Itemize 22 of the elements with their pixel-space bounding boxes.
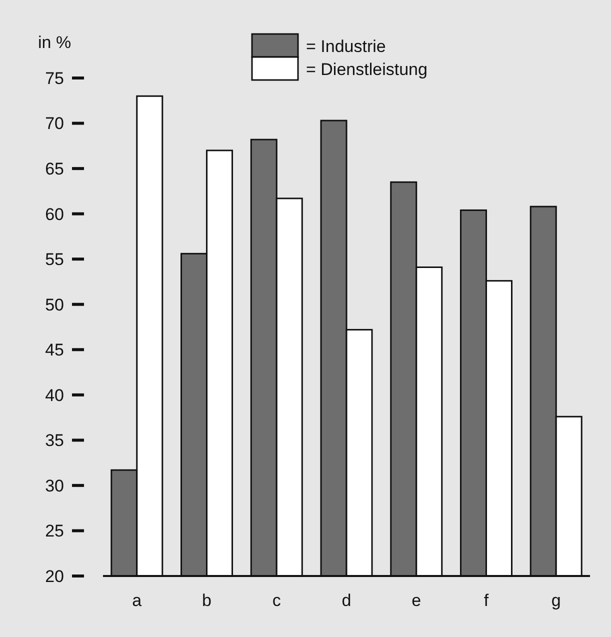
x-tick-label: c	[272, 591, 282, 610]
y-tick-label: 65	[45, 159, 64, 178]
y-tick-label: 35	[45, 431, 64, 450]
x-tick-label: a	[132, 591, 142, 610]
y-tick-label: 25	[45, 522, 64, 541]
y-tick-label: 55	[45, 250, 64, 270]
y-tick-label: 30	[45, 476, 64, 496]
y-tick-label: 40	[45, 386, 64, 405]
x-tick-label: d	[342, 591, 352, 610]
y-tick-label: 60	[45, 204, 64, 224]
legend-label: = Dienstleistung	[306, 60, 428, 79]
legend-label: = Industrie	[306, 36, 386, 56]
x-tick-label: e	[412, 591, 422, 610]
y-tick-label: 45	[45, 340, 64, 360]
x-tick-label: b	[202, 591, 212, 610]
y-tick-label: 70	[45, 114, 64, 134]
x-tick-label: f	[484, 591, 489, 610]
y-tick-label: 50	[45, 295, 64, 314]
y-tick-label: 75	[45, 68, 64, 88]
x-tick-label: g	[551, 591, 561, 610]
y-tick-label: 20	[45, 566, 64, 586]
y-axis-title: in %	[38, 33, 72, 52]
